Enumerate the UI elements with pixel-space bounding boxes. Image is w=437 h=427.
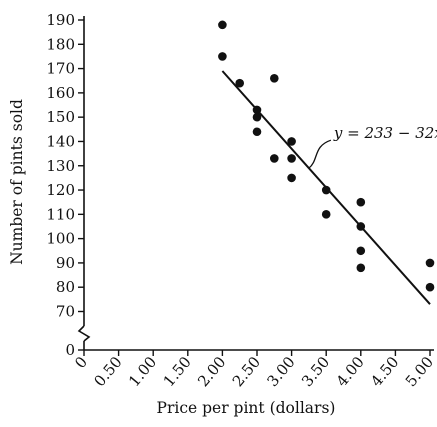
x-tick-label-2.50: 2.50 bbox=[229, 353, 264, 390]
data-point-8 bbox=[287, 137, 296, 146]
axes bbox=[77, 16, 434, 351]
data-points bbox=[218, 20, 435, 292]
y-tick-label-170: 170 bbox=[46, 60, 75, 78]
x-tick-label-0.50: 0.50 bbox=[90, 353, 125, 390]
data-point-11 bbox=[321, 185, 331, 195]
y-axis-ticks: 0 70 80 90 100 110 120 130 140 150 160 170 180 190 bbox=[46, 11, 84, 359]
x-tick-label-1.00: 1.00 bbox=[125, 353, 160, 390]
annotation-leader bbox=[308, 139, 332, 169]
x-tick-label-5.00: 5.00 bbox=[402, 353, 437, 390]
y-tick-label-130: 130 bbox=[46, 157, 75, 175]
y-axis-label: Number of pints sold bbox=[8, 99, 26, 265]
data-point-17 bbox=[425, 258, 435, 268]
data-point-15 bbox=[356, 246, 366, 256]
data-point-12 bbox=[321, 210, 331, 219]
data-point-1 bbox=[218, 52, 227, 61]
data-point-10 bbox=[287, 173, 296, 183]
data-point-9 bbox=[287, 154, 296, 163]
annotation-group: y = 233 − 32x bbox=[308, 124, 437, 169]
y-tick-label-70: 70 bbox=[56, 303, 75, 321]
y-tick-label-0: 0 bbox=[65, 341, 75, 359]
x-tick-label-4.00: 4.00 bbox=[333, 353, 368, 390]
data-point-3 bbox=[252, 105, 262, 115]
data-point-7 bbox=[270, 154, 279, 163]
y-tick-label-160: 160 bbox=[46, 84, 75, 102]
data-point-5 bbox=[252, 127, 262, 137]
y-tick-label-150: 150 bbox=[46, 108, 75, 126]
x-axis-ticks: 0 0.50 1.00 1.50 2.00 2.50 3.00 3.50 4.00 4.50 5.0… bbox=[71, 350, 437, 390]
y-tick-label-140: 140 bbox=[46, 132, 75, 150]
x-tick-label-0: 0 bbox=[71, 353, 91, 372]
data-point-13 bbox=[356, 197, 366, 207]
data-point-4 bbox=[252, 112, 262, 122]
y-tick-label-180: 180 bbox=[46, 35, 75, 53]
y-tick-label-80: 80 bbox=[56, 278, 75, 296]
x-tick-label-4.50: 4.50 bbox=[367, 353, 402, 390]
data-point-0 bbox=[218, 20, 227, 30]
x-tick-label-2.00: 2.00 bbox=[194, 353, 229, 390]
x-tick-label-1.50: 1.50 bbox=[160, 353, 195, 390]
x-tick-label-3.50: 3.50 bbox=[298, 353, 333, 390]
y-tick-label-110: 110 bbox=[46, 205, 75, 223]
y-axis-break bbox=[77, 325, 91, 342]
data-point-16 bbox=[356, 263, 366, 273]
annotation-equation: y = 233 − 32x bbox=[333, 124, 437, 142]
x-tick-label-3.00: 3.00 bbox=[263, 353, 298, 390]
y-tick-label-120: 120 bbox=[46, 181, 75, 199]
y-tick-label-90: 90 bbox=[56, 254, 75, 272]
y-tick-label-190: 190 bbox=[46, 11, 75, 29]
data-point-14 bbox=[356, 222, 366, 231]
y-tick-label-100: 100 bbox=[46, 230, 75, 248]
data-point-6 bbox=[270, 74, 279, 83]
x-axis-label: Price per pint (dollars) bbox=[157, 399, 336, 417]
data-point-18 bbox=[425, 282, 435, 292]
data-point-2 bbox=[235, 78, 244, 88]
